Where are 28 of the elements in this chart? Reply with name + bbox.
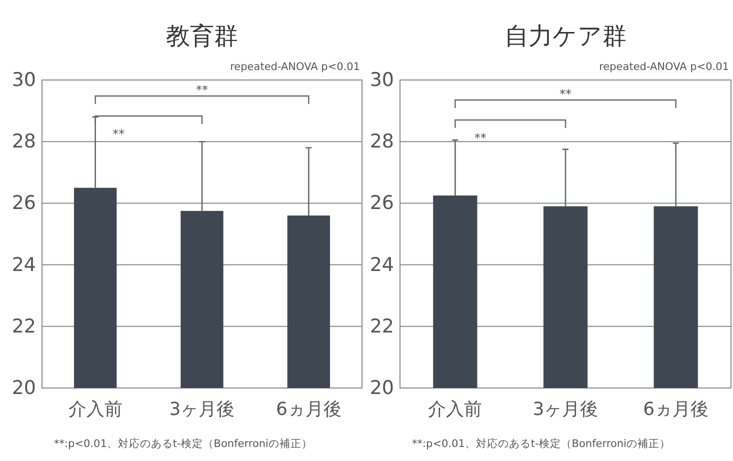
x-tick-label: 介入前 <box>68 399 122 420</box>
text: **:p<0.01、対応のあるt-検定（Bonferroniの補正） <box>54 437 312 450</box>
annotation: ** <box>112 127 125 141</box>
x-tick-label: 6ヵ月後 <box>276 399 342 420</box>
annotation: ** <box>474 131 486 145</box>
chart-title: 教育群 <box>166 22 238 50</box>
y-tick-label: 26 <box>12 192 36 214</box>
chart-title: 自力ケア群 <box>504 22 626 50</box>
text: repeated-ANOVA p<0.01 <box>230 61 360 73</box>
y-tick-label: 20 <box>12 377 36 399</box>
annotation: ** <box>196 83 208 97</box>
y-tick-label: 22 <box>12 315 36 338</box>
y-tick-label: 22 <box>370 315 394 338</box>
annotation: ** <box>560 87 572 101</box>
x-tick-label: 介入前 <box>428 399 482 420</box>
y-tick-label: 30 <box>370 69 394 91</box>
x-tick-label: 3ヶ月後 <box>169 399 235 420</box>
x-tick-label: 6ヵ月後 <box>643 399 709 420</box>
x-tick-label: 3ヶ月後 <box>532 399 598 420</box>
y-tick-label: 28 <box>370 130 394 153</box>
y-tick-label: 20 <box>370 377 394 399</box>
text: repeated-ANOVA p<0.01 <box>599 61 729 73</box>
text: **:p<0.01、対応のあるt-検定（Bonferroniの補正） <box>412 437 670 450</box>
y-tick-label: 30 <box>12 69 36 91</box>
y-tick-label: 28 <box>12 130 36 153</box>
y-tick-label: 24 <box>370 254 394 276</box>
y-tick-label: 24 <box>12 254 36 276</box>
y-tick-label: 26 <box>370 192 394 214</box>
